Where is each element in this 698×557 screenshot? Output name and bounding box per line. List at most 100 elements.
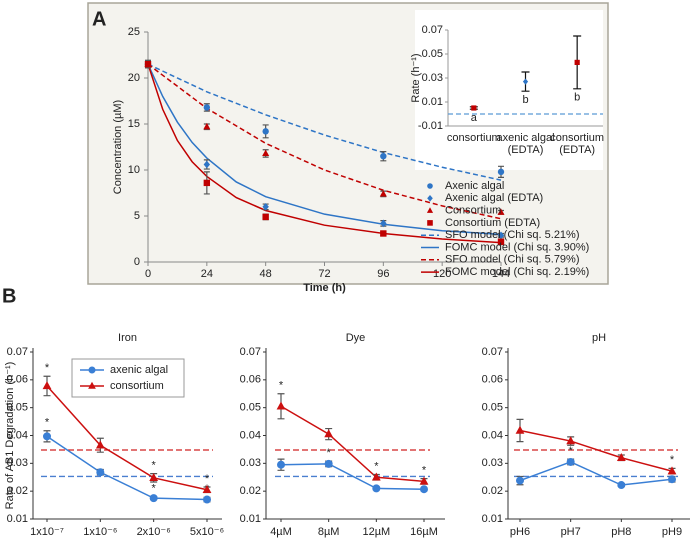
significance-mark: * xyxy=(327,447,332,459)
legend-label: FOMC model (Chi sq. 2.19%) xyxy=(445,266,589,278)
marker xyxy=(149,494,158,503)
legend-label: Axenic algal xyxy=(445,180,504,192)
marker xyxy=(380,153,387,160)
x-tick-label: pH9 xyxy=(662,526,682,538)
significance-mark: * xyxy=(152,483,157,495)
marker xyxy=(324,429,334,438)
legend-symbol xyxy=(427,220,433,226)
legend-symbol xyxy=(88,381,96,389)
legend-symbol xyxy=(427,194,433,202)
y-tick-label: 0.01 xyxy=(422,96,443,108)
marker xyxy=(566,457,575,466)
legend-label: Axenic algal (EDTA) xyxy=(445,192,543,204)
x-tick-label: 1x10⁻⁷ xyxy=(30,526,64,538)
y-tick-label: 0.03 xyxy=(482,457,503,469)
marker xyxy=(262,128,269,135)
legend-label: SFO model (Chi sq. 5.21%) xyxy=(445,229,580,241)
y-tick-label: 0.01 xyxy=(240,513,261,525)
x-tick-label: 8µM xyxy=(318,526,340,538)
marker xyxy=(144,61,152,68)
marker xyxy=(667,466,677,475)
series-line xyxy=(519,429,673,472)
y-axis-label: Rate of AB1 Degradation (h⁻¹) xyxy=(4,362,16,510)
marker xyxy=(262,213,269,221)
model-line xyxy=(147,63,502,236)
x-tick-label: 4µM xyxy=(270,526,292,538)
y-tick-label: 0.03 xyxy=(240,457,261,469)
marker xyxy=(277,460,285,469)
marker xyxy=(203,104,211,111)
x-tick-label: 16µM xyxy=(410,526,438,538)
significance-letter: b xyxy=(574,92,580,104)
marker xyxy=(149,473,159,482)
y-axis-label: Concentration (µM) xyxy=(112,100,124,194)
significance-letter: b xyxy=(522,94,528,106)
x-tick-label: pH7 xyxy=(561,526,581,538)
marker xyxy=(497,168,505,176)
y-tick-label: 0.07 xyxy=(422,24,443,36)
marker xyxy=(522,78,529,85)
marker xyxy=(617,481,626,490)
x-tick-label: 24 xyxy=(201,268,213,280)
y-tick-label: 0.03 xyxy=(422,72,443,84)
marker xyxy=(203,179,211,187)
x-tick-label: 12µM xyxy=(362,526,390,538)
legend-label: Consortium xyxy=(445,205,501,217)
series-line xyxy=(280,463,425,490)
axis-line xyxy=(265,348,445,520)
marker xyxy=(380,230,387,237)
y-tick-label: 0.01 xyxy=(7,513,28,525)
y-tick-label: 0.05 xyxy=(240,402,261,414)
y-tick-label: 0.04 xyxy=(482,429,503,441)
y-tick-label: -0.01 xyxy=(418,120,443,132)
inset-background xyxy=(415,10,603,170)
marker xyxy=(203,495,211,504)
significance-mark: * xyxy=(422,465,427,477)
marker xyxy=(42,381,52,390)
marker xyxy=(471,105,477,111)
x-tick-label: consortium (EDTA) xyxy=(550,132,604,156)
marker xyxy=(515,425,525,434)
y-axis-label: Rate (h⁻¹) xyxy=(410,53,422,102)
y-tick-label: 0.07 xyxy=(482,346,503,358)
significance-mark: * xyxy=(374,460,379,472)
y-tick-label: 0.07 xyxy=(7,346,28,358)
marker xyxy=(203,160,211,169)
marker xyxy=(371,472,381,481)
y-tick-label: 0.04 xyxy=(240,429,261,441)
marker xyxy=(380,219,387,228)
x-tick-label: consortium xyxy=(447,132,501,144)
significance-mark: * xyxy=(569,445,574,457)
marker xyxy=(566,436,576,445)
series-line xyxy=(46,435,208,501)
legend-symbol xyxy=(88,366,96,374)
marker xyxy=(497,208,505,215)
legend-label: FOMC model (Chi sq. 3.90%) xyxy=(445,241,589,253)
marker xyxy=(616,452,626,461)
legend-symbol xyxy=(427,183,433,189)
y-tick-label: 0.01 xyxy=(482,513,503,525)
y-tick-label: 0.05 xyxy=(482,402,503,414)
marker xyxy=(668,475,676,484)
y-tick-label: 0.06 xyxy=(482,374,503,386)
legend-symbol xyxy=(426,207,434,213)
y-tick-label: 0.02 xyxy=(240,485,261,497)
marker xyxy=(516,476,524,485)
x-tick-label: axenic algal (EDTA) xyxy=(496,132,554,156)
marker xyxy=(95,440,105,449)
y-tick-label: 0.04 xyxy=(7,429,28,441)
marker xyxy=(262,202,269,211)
y-tick-label: 0 xyxy=(134,256,140,268)
significance-mark: * xyxy=(205,473,210,485)
legend-frame xyxy=(71,358,185,398)
y-tick-label: 0.05 xyxy=(7,402,28,414)
marker xyxy=(324,459,333,468)
marker xyxy=(420,485,428,494)
marker xyxy=(262,149,270,156)
y-tick-label: 25 xyxy=(128,26,140,38)
significance-mark: * xyxy=(152,460,157,472)
significance-letter: a xyxy=(471,112,478,124)
y-tick-label: 0.06 xyxy=(7,374,28,386)
x-tick-label: 96 xyxy=(377,268,389,280)
